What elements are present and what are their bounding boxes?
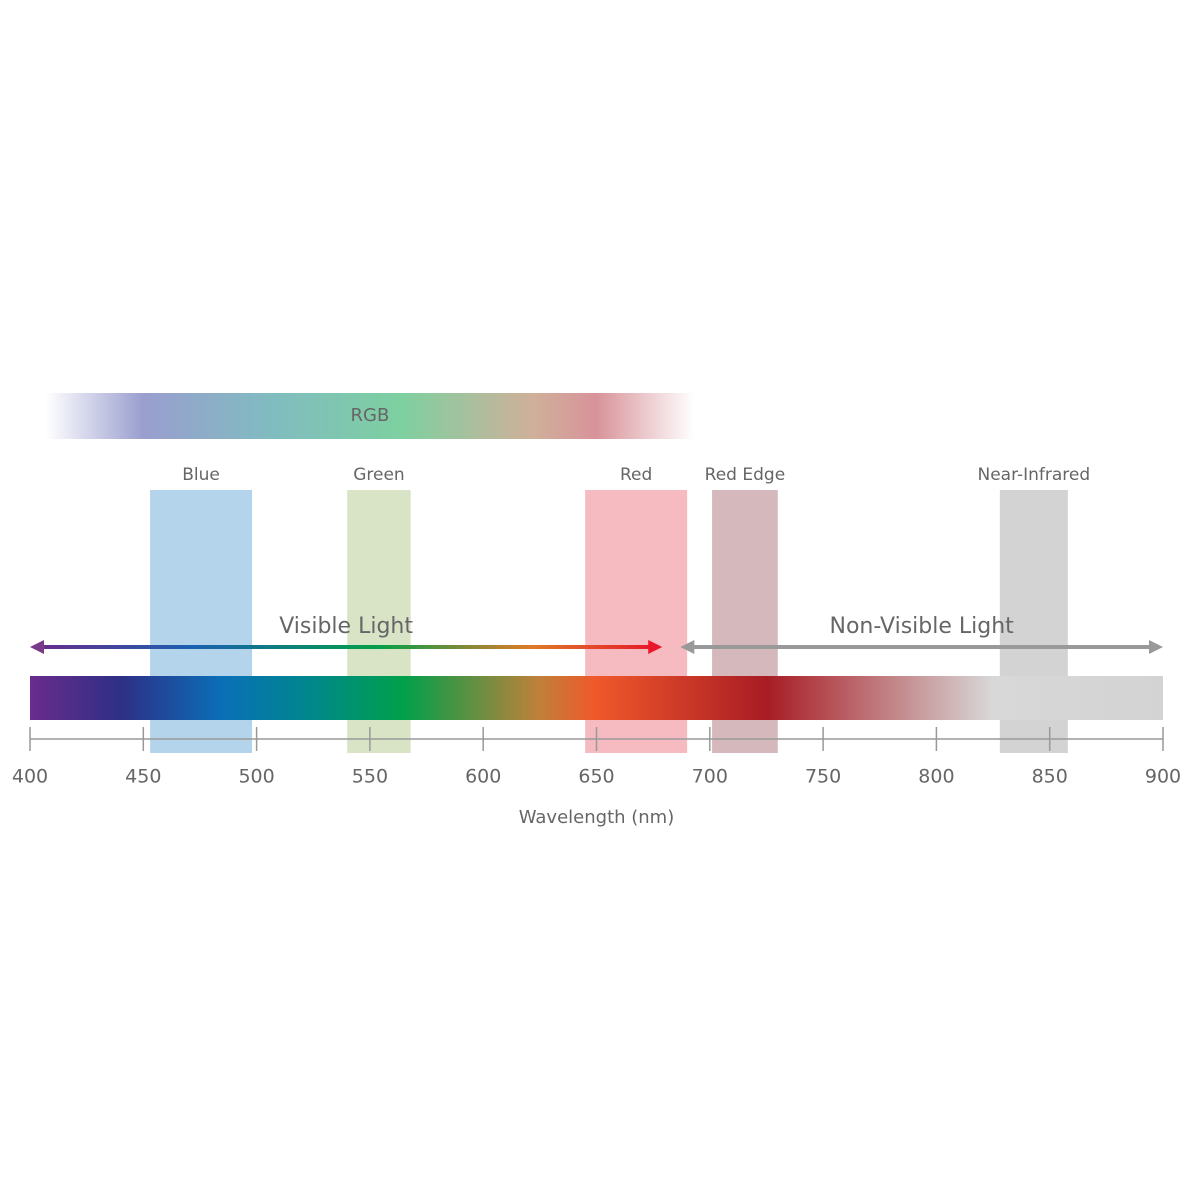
arrow-head [648, 640, 663, 654]
band-label: Red [620, 465, 652, 485]
spectrum-bar [30, 676, 1163, 720]
x-tick-label: 550 [352, 766, 388, 788]
rgb-label: RGB [350, 405, 389, 426]
x-tick-label: 900 [1145, 766, 1181, 788]
range-label: Visible Light [279, 614, 413, 639]
arrow-head [680, 640, 695, 654]
x-tick-label: 650 [578, 766, 614, 788]
arrow-head [1149, 640, 1163, 654]
x-tick-label: 500 [238, 766, 274, 788]
band-label: Green [353, 465, 404, 485]
band-label: Red Edge [705, 465, 785, 485]
x-tick-label: 700 [692, 766, 728, 788]
range-label: Non-Visible Light [830, 614, 1015, 639]
range-arrow [38, 645, 655, 649]
overlay: 400 450 500 550 600 650 700 750 800 850 900 Wavelen… [12, 614, 1181, 828]
band-label: Blue [182, 465, 220, 485]
x-axis-label: Wavelength (nm) [519, 807, 675, 828]
rgb-bar [45, 393, 694, 439]
arrow-head [30, 640, 44, 654]
range-arrow [688, 645, 1155, 649]
x-tick-label: 750 [805, 766, 841, 788]
band-label: Near-Infrared [977, 465, 1090, 485]
x-tick-label: 850 [1032, 766, 1068, 788]
x-tick-label: 600 [465, 766, 501, 788]
x-tick-label: 450 [125, 766, 161, 788]
x-tick-label: 400 [12, 766, 48, 788]
x-tick-label: 800 [918, 766, 954, 788]
